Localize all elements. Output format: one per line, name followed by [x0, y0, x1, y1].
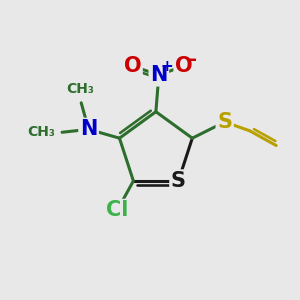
Text: N: N	[150, 65, 167, 85]
Text: O: O	[124, 56, 141, 76]
Text: N: N	[80, 119, 97, 139]
Text: +: +	[161, 59, 173, 74]
Text: S: S	[171, 171, 186, 191]
Text: -: -	[189, 50, 197, 69]
Text: CH₃: CH₃	[27, 125, 55, 139]
Text: S: S	[217, 112, 232, 132]
Text: CH₃: CH₃	[66, 82, 94, 96]
Text: Cl: Cl	[106, 200, 128, 220]
Text: O: O	[175, 56, 193, 76]
